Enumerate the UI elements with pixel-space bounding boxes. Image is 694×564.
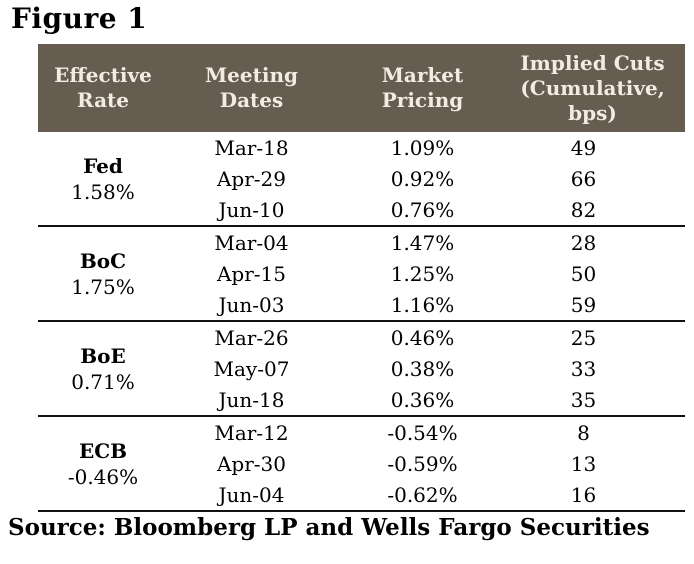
meeting-date-cell: Apr-15 (216, 261, 286, 286)
implied-cuts-cell: 16 (510, 479, 685, 512)
market-pricing-cell: 1.25% (390, 261, 455, 286)
implied-cuts-cell: 59 (510, 289, 685, 322)
meeting-date-cell: Jun-18 (168, 384, 335, 417)
source-note: Source: Bloomberg LP and Wells Fargo Sec… (8, 514, 650, 541)
bank-name: BoE (80, 343, 126, 368)
market-pricing-cell: 0.76% (335, 194, 510, 227)
table-row: Jun-10 0.76% 82 (38, 194, 685, 227)
implied-cuts-cell: 49 (570, 135, 597, 160)
implied-cuts-cell: 82 (510, 194, 685, 227)
table-row: ECB -0.46% Mar-12 -0.54% 8 (38, 416, 685, 512)
bank-cell-boc: BoC 1.75% (38, 226, 168, 322)
bank-cell-fed: Fed 1.58% (38, 132, 168, 227)
market-pricing-cell: 0.46% (390, 325, 455, 350)
table-row: Apr-29 0.92% 66 (38, 163, 685, 194)
table-row: Apr-15 1.25% 50 (38, 258, 685, 289)
market-pricing-cell: -0.62% (335, 479, 510, 512)
bank-cell-ecb: ECB -0.46% (38, 416, 168, 512)
meeting-date-cell: Jun-04 (168, 479, 335, 512)
column-header-effective-rate: Effective Rate (38, 44, 168, 132)
meeting-date-cell: Mar-12 (214, 420, 289, 445)
market-pricing-cell: 1.09% (390, 135, 455, 160)
market-pricing-cell: 1.47% (390, 230, 455, 255)
figure-title: Figure 1 (11, 2, 148, 35)
rates-table: Effective Rate Meeting Dates Market Pric… (38, 44, 685, 512)
table-row: May-07 0.38% 33 (38, 353, 685, 384)
table-row: Fed 1.58% Mar-18 1.09% 49 (38, 132, 685, 227)
implied-cuts-cell: 8 (577, 420, 590, 445)
meeting-date-cell: Mar-26 (214, 325, 289, 350)
meeting-date-cell: Jun-10 (168, 194, 335, 227)
column-header-meeting-dates: Meeting Dates (168, 44, 335, 132)
bank-name: ECB (78, 438, 128, 463)
column-header-implied-cuts: Implied Cuts (Cumulative, bps) (510, 44, 685, 132)
table-row: BoE 0.71% Mar-26 0.46% 25 (38, 321, 685, 417)
bank-effective-rate: 0.71% (71, 369, 135, 394)
table-row: Jun-03 1.16% 59 (38, 289, 685, 322)
table-row: BoC 1.75% Mar-04 1.47% 28 (38, 226, 685, 322)
implied-cuts-cell: 50 (570, 261, 597, 286)
market-pricing-cell: 1.16% (335, 289, 510, 322)
implied-cuts-cell: 28 (570, 230, 597, 255)
meeting-date-cell: Mar-18 (214, 135, 289, 160)
column-header-market-pricing: Market Pricing (335, 44, 510, 132)
implied-cuts-cell: 13 (570, 451, 597, 476)
implied-cuts-cell: 25 (570, 325, 597, 350)
market-pricing-cell: -0.59% (387, 451, 458, 476)
meeting-date-cell: Jun-03 (168, 289, 335, 322)
market-pricing-cell: 0.92% (390, 166, 455, 191)
meeting-date-cell: May-07 (213, 356, 290, 381)
table-row: Apr-30 -0.59% 13 (38, 448, 685, 479)
implied-cuts-cell: 66 (570, 166, 597, 191)
table-header: Effective Rate Meeting Dates Market Pric… (38, 44, 685, 132)
implied-cuts-cell: 35 (510, 384, 685, 417)
bank-name: BoC (79, 248, 127, 273)
table-row: Jun-18 0.36% 35 (38, 384, 685, 417)
meeting-date-cell: Apr-30 (216, 451, 286, 476)
bank-name: Fed (83, 153, 123, 178)
bank-effective-rate: 1.58% (71, 179, 135, 204)
meeting-date-cell: Apr-29 (216, 166, 286, 191)
market-pricing-cell: 0.36% (335, 384, 510, 417)
table-row: Jun-04 -0.62% 16 (38, 479, 685, 512)
bank-effective-rate: 1.75% (71, 274, 135, 299)
market-pricing-cell: 0.38% (390, 356, 455, 381)
bank-effective-rate: -0.46% (67, 464, 139, 489)
meeting-date-cell: Mar-04 (214, 230, 289, 255)
implied-cuts-cell: 33 (570, 356, 597, 381)
market-pricing-cell: -0.54% (387, 420, 458, 445)
bank-cell-boe: BoE 0.71% (38, 321, 168, 417)
